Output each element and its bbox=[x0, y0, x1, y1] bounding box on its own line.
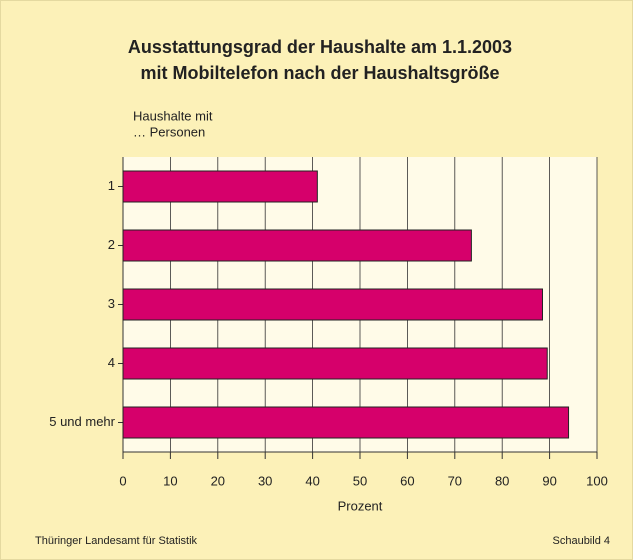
bar bbox=[122, 347, 548, 380]
y-tick-label: 4 bbox=[108, 355, 115, 370]
x-tick-label: 0 bbox=[119, 473, 126, 488]
y-axis-label: Haushalte mit bbox=[133, 108, 213, 123]
bar bbox=[122, 170, 318, 203]
source: Thüringer Landesamt für Statistik bbox=[35, 535, 198, 547]
y-tick-label: 1 bbox=[108, 178, 115, 193]
bar bbox=[122, 229, 472, 262]
x-axis-label: Prozent bbox=[338, 498, 383, 513]
y-axis-label: … Personen bbox=[133, 124, 205, 139]
chart-title: mit Mobiltelefon nach der Haushaltsgröße bbox=[140, 63, 499, 83]
y-tick-label: 2 bbox=[108, 237, 115, 252]
y-tick-label: 5 und mehr bbox=[49, 414, 115, 429]
bar bbox=[122, 406, 570, 439]
y-tick-label: 3 bbox=[108, 296, 115, 311]
chart-title: Ausstattungsgrad der Haushalte am 1.1.20… bbox=[128, 37, 512, 57]
x-tick-label: 80 bbox=[495, 473, 509, 488]
figure-label: Schaubild 4 bbox=[553, 535, 611, 547]
x-tick-label: 10 bbox=[163, 473, 177, 488]
x-tick-label: 50 bbox=[353, 473, 367, 488]
x-tick-label: 30 bbox=[258, 473, 272, 488]
x-tick-label: 90 bbox=[542, 473, 556, 488]
x-tick-label: 100 bbox=[586, 473, 608, 488]
x-tick-label: 40 bbox=[305, 473, 319, 488]
x-tick-label: 60 bbox=[400, 473, 414, 488]
x-tick-label: 20 bbox=[211, 473, 225, 488]
bar bbox=[122, 288, 543, 321]
x-tick-label: 70 bbox=[448, 473, 462, 488]
